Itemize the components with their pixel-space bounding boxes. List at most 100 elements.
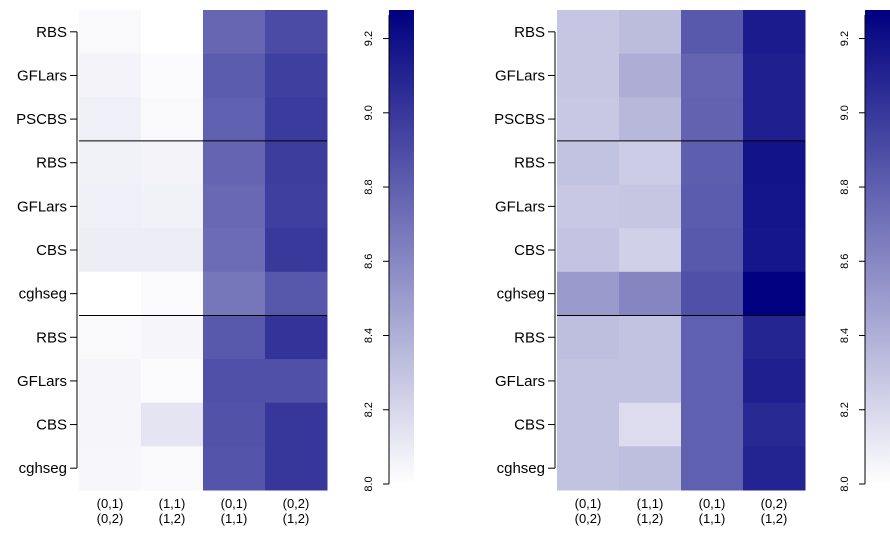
heatmap-panel-2: RBS GFLars PSCBS RBS GFLars CBS cghseg RBS GFLar… [494,10,890,526]
heatmap-cell [265,10,328,55]
heatmap-cell [265,140,328,186]
heatmap-cell [619,140,682,186]
colorbar-tick-label: 8.8 [363,179,375,194]
heatmap-cell [79,228,142,273]
heatmap-cell [79,315,142,360]
heatmap-cell [203,402,266,447]
column-label: (0,2) [283,496,310,511]
heatmap-cell [681,315,744,360]
heatmap-cell [619,315,682,360]
colorbar-tick-label: 8.4 [363,328,375,343]
colorbar-tick-label: 8.0 [839,476,851,491]
heatmap-cell [743,140,806,186]
heatmap-cell [141,140,204,186]
colorbar-tick-label: 8.0 [363,476,375,491]
column-label: (1,1) [221,511,248,526]
heatmap-cell [79,402,142,447]
heatmap-cell [557,140,620,186]
heatmap-cell [557,228,620,273]
heatmap-cell [743,446,806,491]
heatmap-cell [79,97,142,142]
column-label: (0,2) [575,511,602,526]
column-label: (1,1) [637,496,664,511]
column-label: (1,2) [283,511,310,526]
colorbar-tick-label: 8.2 [839,402,851,417]
heatmap-cell [203,315,266,360]
row-label: RBS [514,24,545,41]
heatmap-cell [681,402,744,447]
column-label: (1,2) [761,511,788,526]
heatmap-cell [681,97,744,142]
heatmap-cell [141,446,204,491]
heatmap-cell [203,140,266,186]
heatmap-cell [203,184,266,229]
row-label: GFLars [17,373,67,390]
heatmap-cell [141,228,204,273]
heatmap-cell [557,97,620,142]
colorbar-gradient [389,10,414,484]
heatmap-cell [619,97,682,142]
heatmap-cell [619,359,682,404]
column-label: (1,1) [159,496,186,511]
colorbar-tick-label: 8.4 [839,328,851,343]
heatmap-cell [743,315,806,360]
heatmap-cell [557,359,620,404]
heatmap-cell [79,446,142,491]
heatmap-cell [203,359,266,404]
heatmap-cell [265,184,328,229]
row-label: cghseg [497,286,545,303]
heatmap-cell [203,271,266,316]
heatmap-cell [681,359,744,404]
heatmap-cell [79,140,142,186]
heatmap-panel-1: RBS GFLars PSCBS RBS GFLars CBS cghseg RBS GFLar… [16,10,414,526]
heatmap-cell [557,184,620,229]
heatmap-cell [141,97,204,142]
column-label: (0,1) [699,496,726,511]
row-label: PSCBS [494,111,545,128]
heatmap-cell [681,228,744,273]
colorbar-tick-label: 8.8 [839,179,851,194]
heatmap-cell [141,10,204,55]
heatmap-cell [557,271,620,316]
heatmap-cell [619,53,682,98]
heatmap-cell [743,271,806,316]
heatmap-cell [619,271,682,316]
heatmap-cell [557,315,620,360]
heatmap-cell [681,140,744,186]
heatmap-cell [265,271,328,316]
column-label: (1,2) [637,511,664,526]
column-label: (0,1) [97,496,124,511]
row-label: RBS [514,329,545,346]
heatmap-cell [265,97,328,142]
colorbar-tick-label: 8.6 [839,254,851,269]
row-label: PSCBS [16,111,67,128]
heatmap-cell [141,53,204,98]
column-label: (1,2) [159,511,186,526]
heatmap-cell [265,359,328,404]
heatmap-cell [203,97,266,142]
heatmap-cell [619,446,682,491]
colorbar: 8.0 8.2 8.4 8.6 8.8 9.0 9.2 [363,10,414,492]
heatmap-cell [141,315,204,360]
row-label: CBS [36,242,67,259]
colorbar-tick-label: 8.2 [363,402,375,417]
heatmap-cell [557,402,620,447]
heatmap-cell [743,228,806,273]
row-label: GFLars [17,67,67,84]
heatmap-cell [557,10,620,55]
row-label: CBS [36,417,67,434]
heatmap-cell [265,315,328,360]
heatmap-cell [681,271,744,316]
heatmap-cell [141,184,204,229]
colorbar-tick-label: 9.2 [839,31,851,46]
heatmap-cell [79,10,142,55]
heatmap-cell [141,359,204,404]
heatmap-cell [557,53,620,98]
heatmap-cell [265,446,328,491]
colorbar-tick-label: 9.2 [363,31,375,46]
heatmap-cell [619,10,682,55]
heatmap-cell [265,53,328,98]
heatmap-cell [743,402,806,447]
heatmap-cell [265,228,328,273]
